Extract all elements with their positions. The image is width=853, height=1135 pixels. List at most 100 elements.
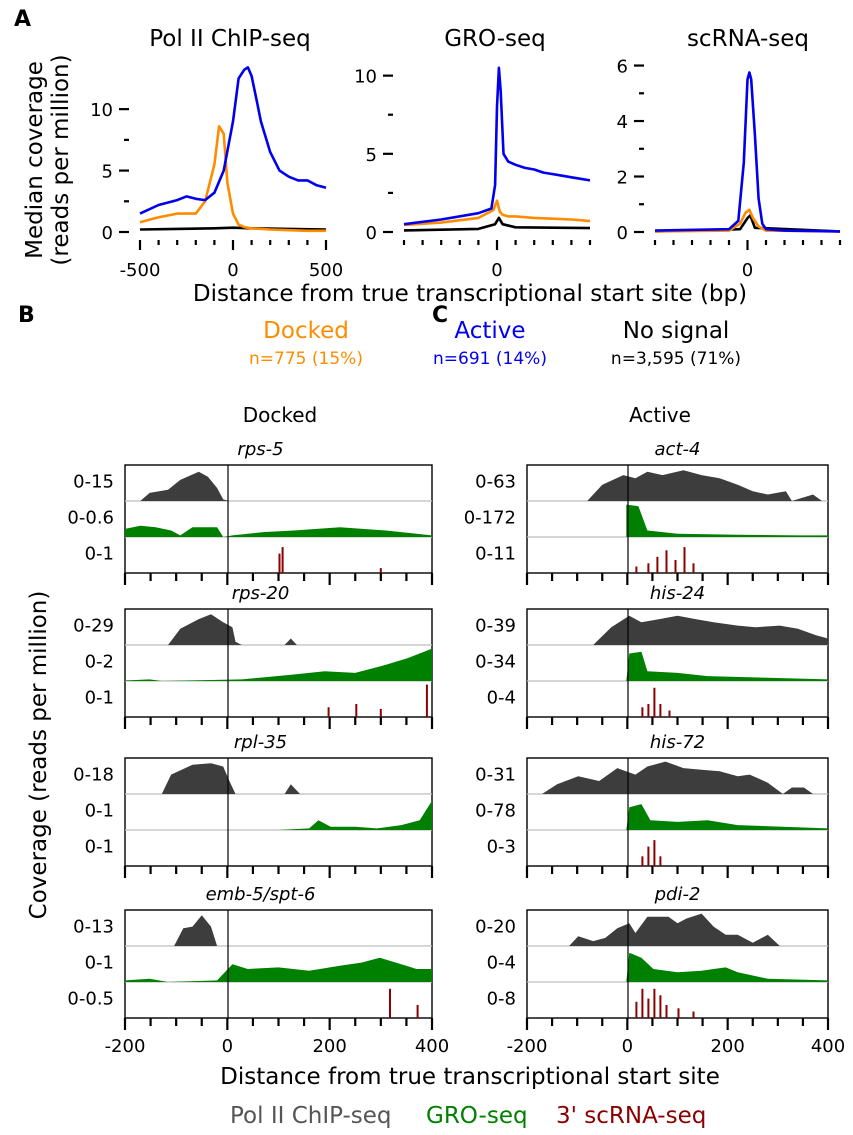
active-track-group-1: act-4 0-63 0-172 0-11 xyxy=(464,439,830,585)
pol2-coverage xyxy=(527,761,828,794)
scrna-coverage xyxy=(635,1001,638,1018)
scrna-coverage xyxy=(355,704,358,717)
scrna-coverage xyxy=(641,707,644,717)
a-xtick-label: -500 xyxy=(120,260,161,281)
active-track-group-2: his-24 0-39 0-34 0-4 xyxy=(475,583,830,729)
scrna-coverage xyxy=(641,856,644,866)
series-line-active xyxy=(139,66,327,215)
legend-docked-label: Docked xyxy=(263,318,349,344)
scrna-coverage xyxy=(656,556,659,573)
scale-label: 0-2 xyxy=(85,651,114,672)
a-ytick-label: 4 xyxy=(617,112,628,133)
gro-coverage xyxy=(125,648,432,681)
panel-label-a: A xyxy=(14,7,31,32)
pol2-coverage xyxy=(125,471,432,501)
gro-coverage xyxy=(527,504,828,537)
gro-coverage xyxy=(527,651,828,681)
scale-label: 0-11 xyxy=(475,543,516,564)
a-ytick-label: 10 xyxy=(354,67,377,88)
scrna-coverage xyxy=(641,988,644,1018)
scrna-coverage xyxy=(416,1005,419,1018)
scale-label: 0-78 xyxy=(475,800,516,821)
bc-xtick-label: -200 xyxy=(105,1036,146,1057)
gro-coverage xyxy=(125,957,432,982)
scrna-coverage xyxy=(692,1011,695,1018)
scale-label: 0-0.6 xyxy=(67,507,114,528)
scale-label: 0-4 xyxy=(487,952,516,973)
gro-coverage xyxy=(125,800,432,830)
active-track-group-3: his-72 0-31 0-78 0-3 xyxy=(475,732,830,878)
scrna-coverage xyxy=(647,704,650,717)
gro-coverage xyxy=(527,804,828,830)
a-xtick-label: 0 xyxy=(491,260,502,281)
track-box xyxy=(124,757,433,867)
a-ytick-label: 0 xyxy=(102,223,113,244)
a-plot-1: 0 5 10 -500 0 500 xyxy=(90,66,343,281)
scrna-coverage xyxy=(379,568,382,573)
scrna-coverage xyxy=(668,710,671,717)
a-plot-3: 0 2 4 6 0 xyxy=(617,57,842,281)
legend-scrna: 3' scRNA-seq xyxy=(556,1103,706,1129)
scrna-coverage xyxy=(653,687,656,717)
scale-label: 0-15 xyxy=(73,471,114,492)
series-line-docked xyxy=(403,199,591,227)
scale-label: 0-1 xyxy=(85,800,114,821)
pol2-coverage xyxy=(125,614,432,645)
bc-xtick-label: 200 xyxy=(312,1036,346,1057)
a-plot-2: 0 5 10 0 xyxy=(354,66,592,281)
legend-gro: GRO-seq xyxy=(426,1103,528,1129)
bc-ylabel: Coverage (reads per million) xyxy=(26,591,52,920)
scrna-coverage xyxy=(659,856,662,866)
series-line-active xyxy=(654,71,841,233)
a-ylabel-line1: Median coverage xyxy=(22,61,48,259)
scrna-coverage xyxy=(635,566,638,573)
series-line-active xyxy=(403,66,591,226)
a-ytick-label: 5 xyxy=(366,145,377,166)
a-ytick-label: 10 xyxy=(90,100,113,121)
scale-label: 0-34 xyxy=(475,651,516,672)
a-ytick-label: 0 xyxy=(366,223,377,244)
pol2-coverage xyxy=(125,763,432,794)
a-xtick-label: 500 xyxy=(309,260,343,281)
gro-coverage xyxy=(125,525,432,537)
docked-column-title: Docked xyxy=(243,403,318,427)
track-box xyxy=(124,608,433,718)
gene-name-4: emb-5/spt-6 xyxy=(206,884,316,905)
scale-label: 0-1 xyxy=(85,836,114,857)
scale-label: 0-31 xyxy=(475,764,516,785)
series-line-docked xyxy=(654,208,841,233)
a-ytick-label: 2 xyxy=(617,168,628,189)
series-line-no-signal xyxy=(403,216,591,232)
a-ytick-label: 5 xyxy=(102,162,113,183)
a-title-pol2: Pol II ChIP-seq xyxy=(149,26,311,52)
gro-coverage xyxy=(527,952,828,982)
docked-track-group-3: rpl-35 0-18 0-1 0-1 xyxy=(73,732,434,878)
a-title-scrna: scRNA-seq xyxy=(687,26,809,52)
panel-label-b: B xyxy=(18,303,35,328)
legend-nosignal-n: n=3,595 (71%) xyxy=(611,349,741,369)
docked-track-group-1: rps-5 0-15 0-0.6 0-1 xyxy=(67,439,434,585)
a-ylabel-line2: (reads per million) xyxy=(48,54,74,265)
scale-label: 0-63 xyxy=(475,471,516,492)
a-xlabel: Distance from true transcriptional start… xyxy=(193,281,747,307)
gene-name-3: his-72 xyxy=(650,732,705,753)
docked-track-group-4: emb-5/spt-6 0-13 0-1 0-0.5 xyxy=(67,884,434,1030)
legend-active-label: Active xyxy=(454,318,525,344)
scrna-coverage xyxy=(647,998,650,1018)
scrna-coverage xyxy=(647,563,650,573)
pol2-coverage xyxy=(527,913,828,946)
scrna-coverage xyxy=(665,550,668,573)
legend-docked-n: n=775 (15%) xyxy=(249,349,363,369)
active-column-title: Active xyxy=(629,403,691,427)
bc-xtick-label: -200 xyxy=(507,1036,548,1057)
a-xtick-label: 0 xyxy=(742,260,753,281)
a-ytick-label: 6 xyxy=(617,57,628,78)
docked-track-group-2: rps-20 0-29 0-2 0-1 xyxy=(73,583,434,729)
scrna-coverage xyxy=(674,560,677,573)
bc-xtick-label: 400 xyxy=(415,1036,449,1057)
active-track-group-4: pdi-2 0-20 0-4 0-8 xyxy=(475,884,830,1030)
scale-label: 0-29 xyxy=(73,615,114,636)
gene-name-1: rps-5 xyxy=(237,439,283,460)
scale-label: 0-8 xyxy=(487,988,516,1009)
bc-xtick-label: 0 xyxy=(222,1036,233,1057)
